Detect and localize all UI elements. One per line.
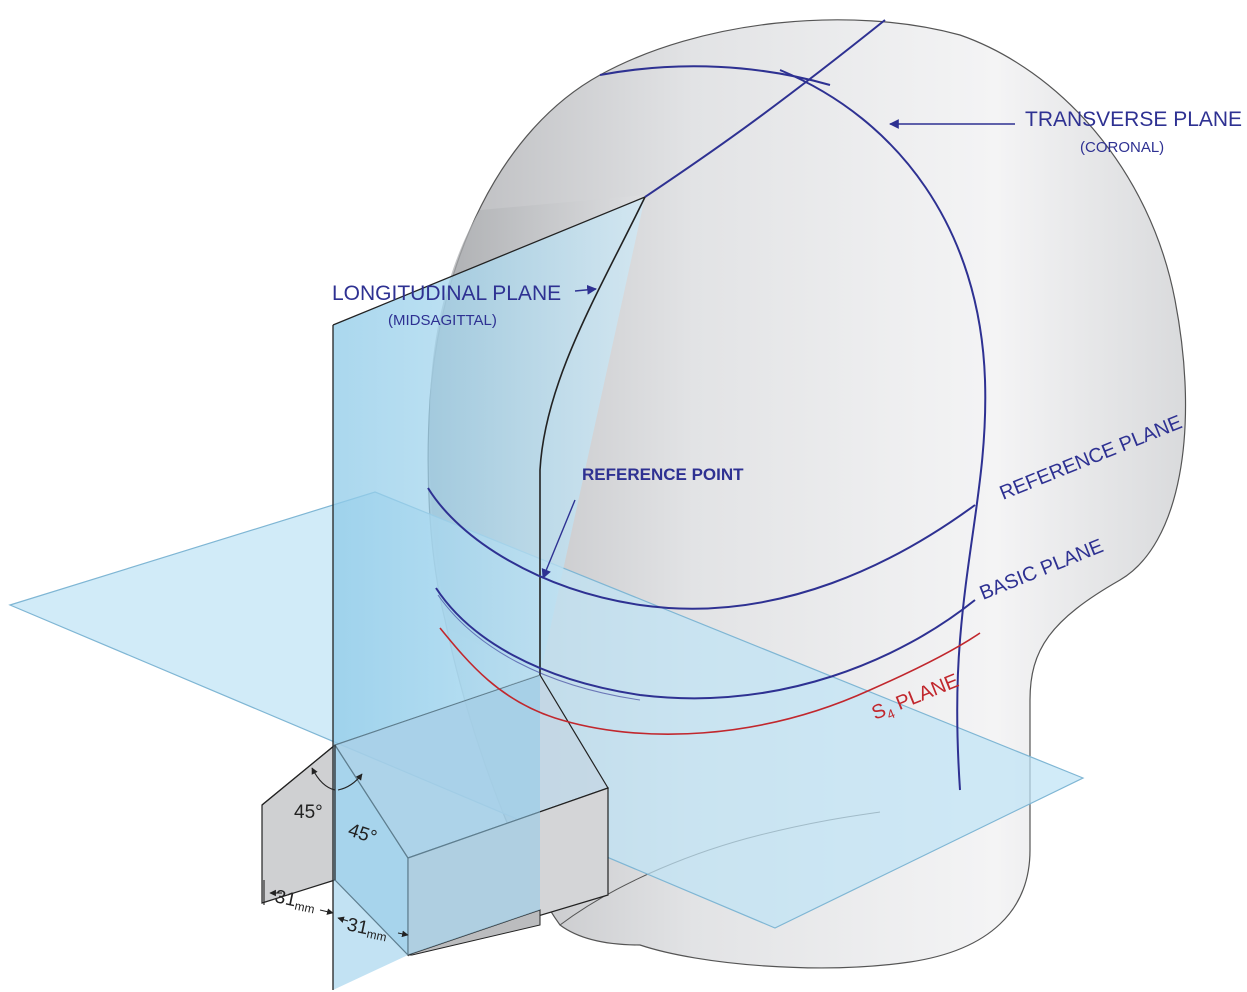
leader-arrows [541,119,1015,579]
reference-plane-curve [427,487,976,610]
transverse-plane-sublabel: (CORONAL) [1080,139,1164,156]
dimension-2-label: 31mm [345,914,390,944]
longitudinal-plane-label: LONGITUDINAL PLANE [332,282,561,305]
reference-point-label: REFERENCE POINT [582,465,744,484]
midsagittal-plane [333,197,645,990]
basic-plane-curve [435,587,976,700]
s4-plane-curve [439,627,981,735]
transverse-plane-label: TRANSVERSE PLANE [1025,108,1242,131]
angle-left-label: 45° [294,802,323,823]
transverse-curve [644,19,886,198]
dimension-marks [263,880,409,938]
longitudinal-plane-sublabel: (MIDSAGITTAL) [388,312,497,329]
dimension-1-label: 31mm [273,886,318,916]
angle-marks [311,745,363,880]
